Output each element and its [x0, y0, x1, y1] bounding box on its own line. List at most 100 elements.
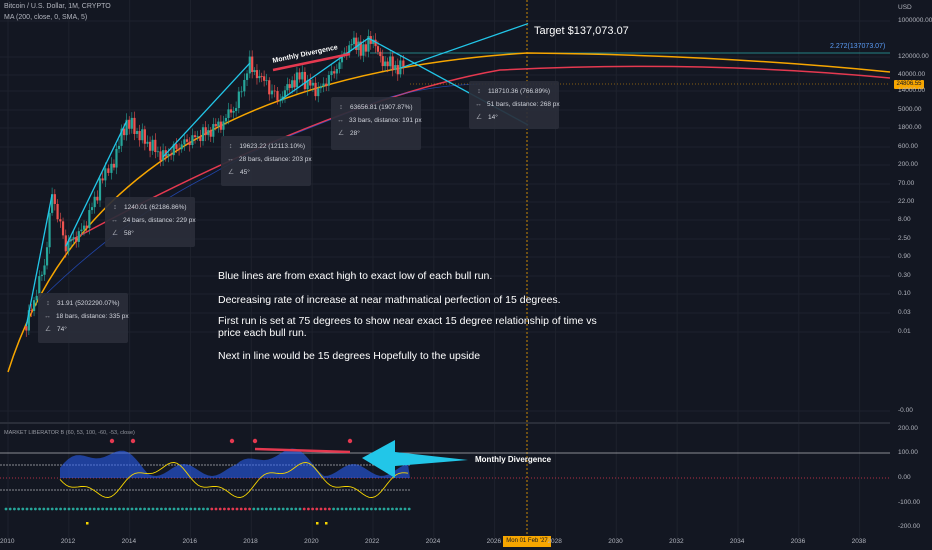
measure-row: ↔ 24 bars, distance: 229 px [111, 214, 196, 227]
candle-body [25, 326, 28, 331]
candle-body [169, 153, 173, 156]
candle-body [376, 46, 380, 52]
ind-dot [319, 507, 323, 511]
ind-dot [97, 507, 100, 511]
price-tick: 0.10 [898, 290, 911, 297]
candle-body [335, 69, 338, 74]
measure-row: ↕ 118710.36 (766.89%) [475, 85, 553, 98]
candle-body [283, 90, 287, 97]
ind-dot [244, 507, 247, 511]
ind-dot [101, 507, 104, 511]
measure-value: 45° [240, 169, 250, 176]
candle-body [273, 90, 276, 92]
candle-body [135, 131, 139, 134]
candle-body [379, 51, 382, 57]
candle-body [56, 203, 59, 220]
angle-icon: ∠ [227, 169, 235, 176]
measure-box[interactable]: ↕ 19623.22 (12113.10%) ↔ 28 bars, distance:… [221, 136, 312, 186]
ind-dot [307, 507, 310, 511]
measure-row: ↕ 63656.81 (1907.87%) [337, 101, 415, 114]
ind-dot [395, 507, 398, 511]
ind-dot [126, 507, 130, 511]
ind-dot [80, 507, 83, 511]
price-tick: 5000.00 [898, 106, 922, 113]
ind-dot [88, 507, 92, 511]
ind-dot [122, 507, 125, 511]
ind-dot [147, 507, 151, 511]
time-tick: 2016 [182, 538, 197, 545]
measure-value: 18 bars, distance: 335 px [56, 313, 129, 320]
ind-dot [252, 507, 256, 511]
ind-dot [231, 507, 235, 511]
ind-dot [206, 507, 210, 511]
ind-dot [76, 507, 79, 511]
ind-dot [281, 507, 285, 511]
ind-dot [21, 507, 25, 511]
red-arc [67, 65, 891, 243]
candle-body [343, 52, 346, 56]
price-tick: 0.90 [898, 253, 911, 260]
ind-dot [378, 507, 382, 511]
candle-body [333, 71, 336, 74]
candle-body [180, 144, 183, 150]
candle-body [350, 44, 353, 46]
time-tick: 2010 [0, 538, 15, 545]
candle-body [338, 62, 341, 70]
ind-dot [248, 507, 252, 511]
candle-body [227, 109, 230, 118]
candle-body [175, 144, 178, 149]
ind-dot [349, 507, 352, 511]
ind-dot [386, 507, 390, 511]
candle-body [311, 82, 314, 86]
candle-body [61, 221, 65, 236]
measure-value: 14° [488, 114, 498, 121]
indicator-tick: 0.00 [898, 474, 911, 481]
indicator-legend: MARKET LIBERATOR B (60, 53, 100, -60, -5… [4, 430, 135, 436]
ind-dot [71, 507, 75, 511]
measure-row: ∠ 14° [475, 111, 553, 124]
candle-body [43, 265, 46, 275]
measure-row: ∠ 28° [337, 127, 415, 140]
candle-body [48, 212, 51, 248]
ind-dot [340, 507, 344, 511]
ind-dot [391, 507, 394, 511]
candle-body [45, 247, 49, 266]
measure-box[interactable]: ↕ 31.91 (5202290.07%) ↔ 18 bars, distance: … [38, 293, 129, 343]
candle-body [154, 139, 157, 153]
ind-marker [325, 522, 328, 525]
candle-body [141, 129, 144, 141]
candle-body [183, 139, 186, 145]
ind-dot [63, 507, 67, 511]
candle-body [389, 56, 392, 67]
ind-dot [273, 507, 277, 511]
candle-body [402, 60, 405, 68]
candle-body [359, 41, 362, 56]
ind-dot [399, 507, 403, 511]
measure-box[interactable]: ↕ 63656.81 (1907.87%) ↔ 33 bars, distance: … [331, 97, 422, 150]
ind-dot [277, 507, 281, 511]
indicator-tick: 100.00 [898, 449, 918, 456]
candle-body [260, 76, 263, 77]
candle-body [286, 84, 289, 91]
ind-dot [139, 507, 142, 511]
candle-body [96, 196, 99, 201]
ind-dot [223, 507, 226, 511]
ind-dot [357, 507, 361, 511]
candle-body [243, 79, 246, 92]
measure-row: ∠ 74° [44, 323, 122, 336]
candle-body [381, 56, 384, 67]
ind-dot [374, 507, 377, 511]
measure-box[interactable]: ↕ 1240.01 (62186.86%) ↔ 24 bars, distance: … [105, 197, 196, 247]
candle-body [325, 83, 328, 86]
ind-dot [168, 507, 172, 511]
ind-dot [315, 507, 319, 511]
candle-body [120, 128, 123, 146]
price-change-icon: ↕ [477, 88, 481, 95]
ind-dot [227, 507, 231, 511]
measure-box[interactable]: ↕ 118710.36 (766.89%) ↔ 51 bars, distance: … [469, 81, 560, 129]
candle-body [162, 150, 165, 161]
candle-body [207, 130, 210, 136]
candle-body [148, 141, 152, 151]
ind-dot [265, 507, 268, 511]
